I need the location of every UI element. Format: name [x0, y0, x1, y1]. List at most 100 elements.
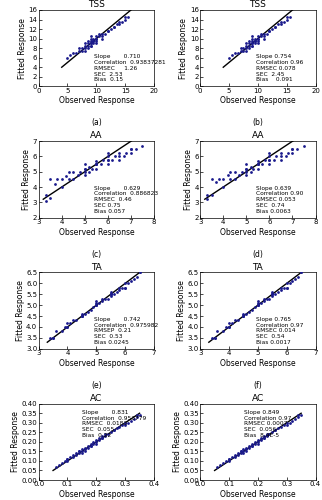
- Point: [73, 316, 79, 324]
- Point: [65, 318, 70, 326]
- Point: [250, 440, 255, 448]
- Point: [91, 438, 96, 446]
- Point: [105, 156, 110, 164]
- Point: [91, 40, 96, 48]
- Point: [270, 428, 275, 436]
- Point: [270, 290, 275, 298]
- X-axis label: Observed Response: Observed Response: [59, 490, 134, 499]
- Point: [121, 152, 127, 160]
- Point: [108, 25, 113, 33]
- Point: [79, 450, 84, 458]
- Point: [290, 417, 295, 425]
- Point: [120, 420, 125, 428]
- Point: [117, 20, 122, 28]
- Point: [241, 312, 246, 320]
- Point: [82, 42, 87, 50]
- Point: [247, 37, 252, 45]
- Point: [212, 334, 217, 342]
- Point: [255, 297, 260, 305]
- Point: [270, 288, 275, 296]
- Point: [59, 176, 64, 184]
- Point: [76, 448, 81, 456]
- Point: [73, 450, 79, 458]
- Point: [123, 280, 128, 287]
- Point: [258, 32, 263, 40]
- Point: [267, 430, 272, 438]
- Point: [244, 44, 249, 52]
- Point: [105, 156, 110, 164]
- Point: [273, 290, 278, 298]
- Point: [235, 450, 240, 458]
- Point: [134, 413, 139, 421]
- Point: [79, 312, 84, 320]
- Point: [247, 40, 252, 48]
- Point: [238, 44, 243, 52]
- Point: [229, 453, 234, 461]
- Point: [94, 160, 99, 168]
- Point: [123, 16, 128, 24]
- Point: [85, 37, 90, 45]
- Point: [97, 32, 102, 40]
- Point: [252, 37, 258, 45]
- Point: [281, 420, 286, 428]
- Point: [293, 275, 298, 283]
- Title: TSS: TSS: [88, 0, 105, 9]
- Point: [126, 13, 131, 21]
- Point: [82, 171, 87, 179]
- Point: [112, 152, 117, 160]
- Point: [123, 13, 128, 21]
- Point: [59, 328, 64, 336]
- Point: [102, 430, 108, 438]
- Point: [250, 442, 255, 450]
- Point: [76, 448, 81, 456]
- Point: [53, 328, 59, 336]
- Point: [88, 306, 93, 314]
- Point: [114, 424, 119, 432]
- Point: [258, 436, 263, 444]
- Point: [235, 451, 240, 459]
- Point: [255, 160, 260, 168]
- Point: [111, 426, 116, 434]
- Point: [123, 419, 128, 427]
- Point: [78, 168, 83, 176]
- Point: [71, 453, 76, 461]
- Point: [88, 42, 93, 50]
- Point: [128, 417, 134, 425]
- Point: [284, 284, 289, 292]
- Point: [105, 152, 110, 160]
- Point: [250, 32, 255, 40]
- Point: [258, 30, 263, 38]
- Point: [270, 290, 275, 298]
- Point: [87, 168, 92, 176]
- Point: [258, 299, 263, 307]
- Point: [255, 301, 260, 309]
- Point: [65, 455, 70, 463]
- Point: [273, 22, 278, 30]
- Point: [252, 438, 258, 446]
- Point: [261, 297, 266, 305]
- Point: [108, 290, 113, 298]
- Text: (b): (b): [252, 118, 263, 128]
- Point: [111, 426, 116, 434]
- X-axis label: Observed Response: Observed Response: [59, 96, 134, 106]
- Point: [278, 150, 283, 158]
- Point: [255, 34, 260, 42]
- Point: [204, 190, 210, 198]
- Point: [65, 455, 70, 463]
- Point: [244, 168, 249, 176]
- Point: [250, 442, 255, 450]
- Point: [204, 195, 210, 203]
- Point: [264, 432, 269, 440]
- Point: [128, 150, 134, 158]
- Point: [283, 152, 288, 160]
- Point: [94, 34, 99, 42]
- Point: [126, 419, 131, 427]
- Point: [281, 284, 286, 292]
- Point: [43, 190, 48, 198]
- Point: [250, 37, 255, 45]
- Point: [284, 284, 289, 292]
- Point: [223, 457, 229, 465]
- Point: [43, 196, 48, 204]
- Point: [82, 444, 87, 452]
- Point: [244, 46, 249, 54]
